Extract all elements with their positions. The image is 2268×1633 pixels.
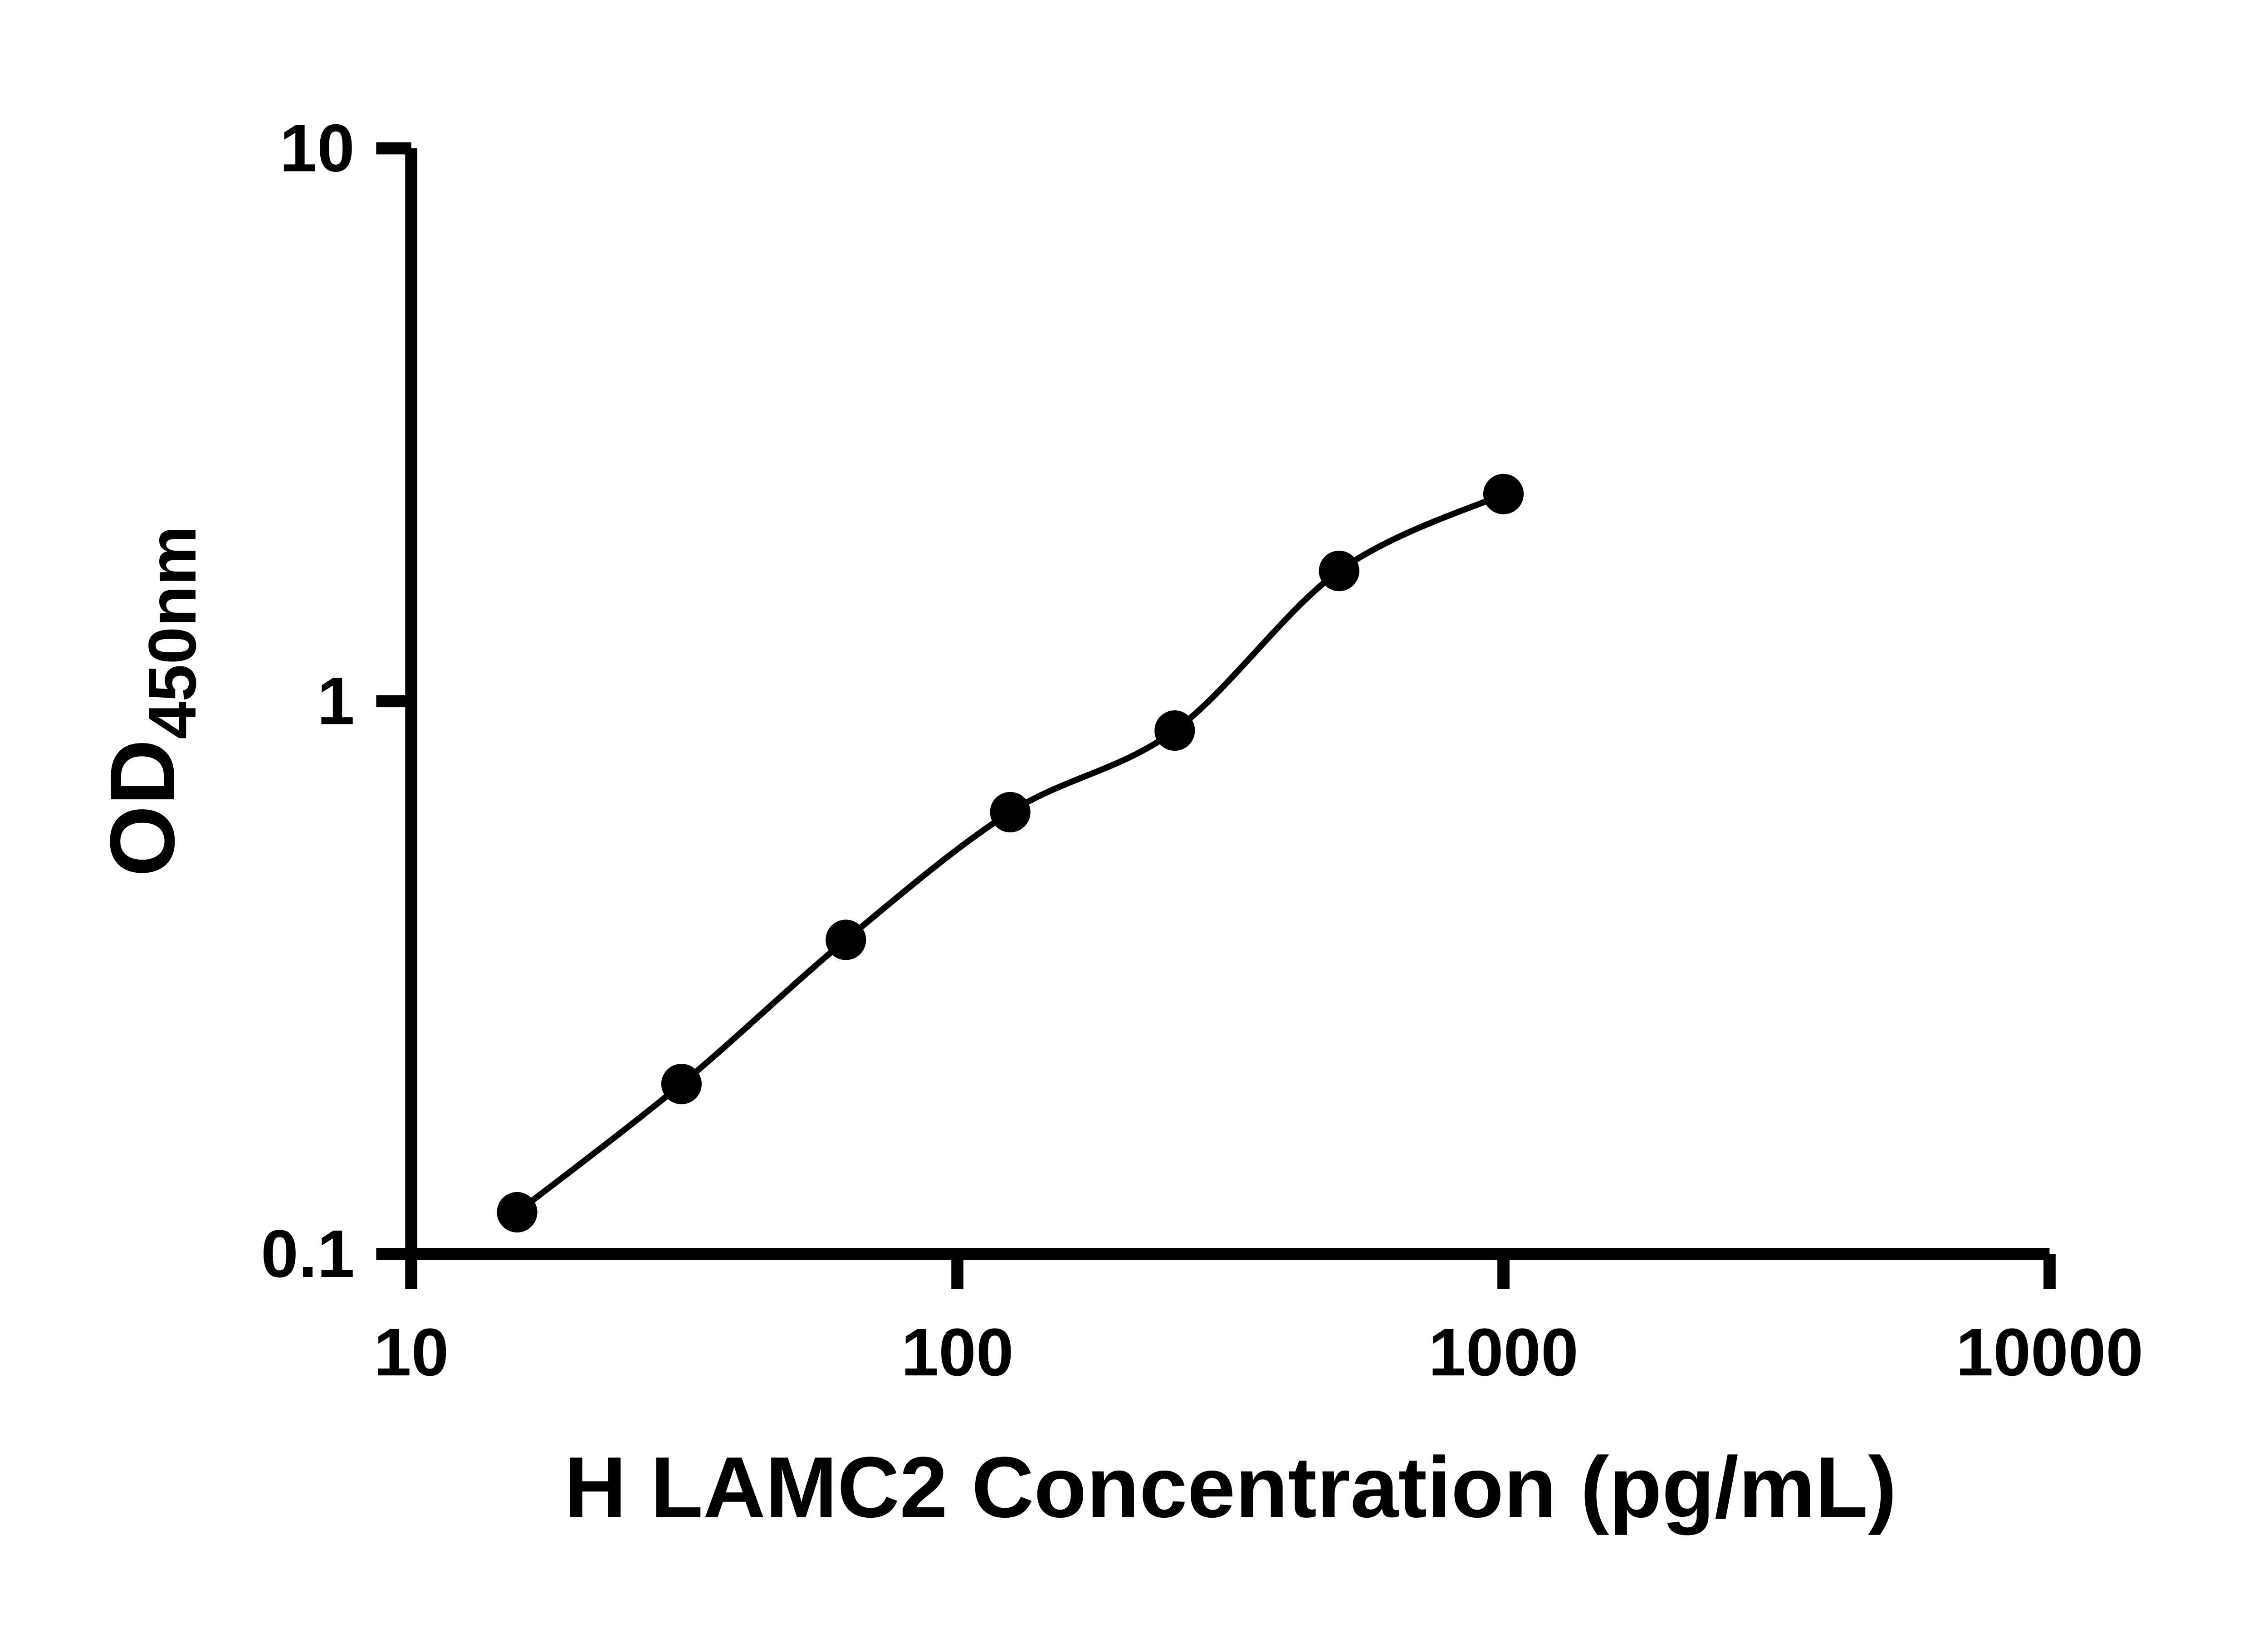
data-point-marker [1319, 551, 1359, 592]
data-point-marker [826, 919, 866, 960]
y-tick-label: 1 [317, 663, 355, 738]
axis-ticks [376, 142, 2056, 1289]
data-point-marker [497, 1192, 538, 1232]
data-point-marker [661, 1064, 702, 1105]
x-tick-label: 10 [374, 1315, 449, 1390]
fit-curve [515, 491, 1505, 1215]
y-axis-title-main: OD [91, 739, 193, 877]
y-axis-title: OD450nm [91, 526, 210, 877]
x-tick-label: 1000 [1428, 1315, 1579, 1390]
plot-axes-frame [405, 148, 2050, 1260]
data-series [497, 474, 1524, 1232]
data-point-marker [1483, 474, 1524, 514]
axes [405, 148, 2050, 1260]
x-tick-label: 100 [901, 1315, 1014, 1390]
data-point-marker [990, 792, 1031, 833]
y-axis-title-sub: 450nm [135, 526, 210, 739]
y-tick-label: 10 [279, 111, 354, 186]
data-point-marker [1154, 710, 1195, 751]
x-tick-label: 10000 [1956, 1315, 2143, 1390]
x-axis-title: H LAMC2 Concentration (pg/mL) [564, 1439, 1897, 1535]
axis-tick-labels: 10 100 1000 10000 0.1 1 10 [261, 111, 2143, 1390]
y-tick-label: 0.1 [261, 1216, 355, 1291]
